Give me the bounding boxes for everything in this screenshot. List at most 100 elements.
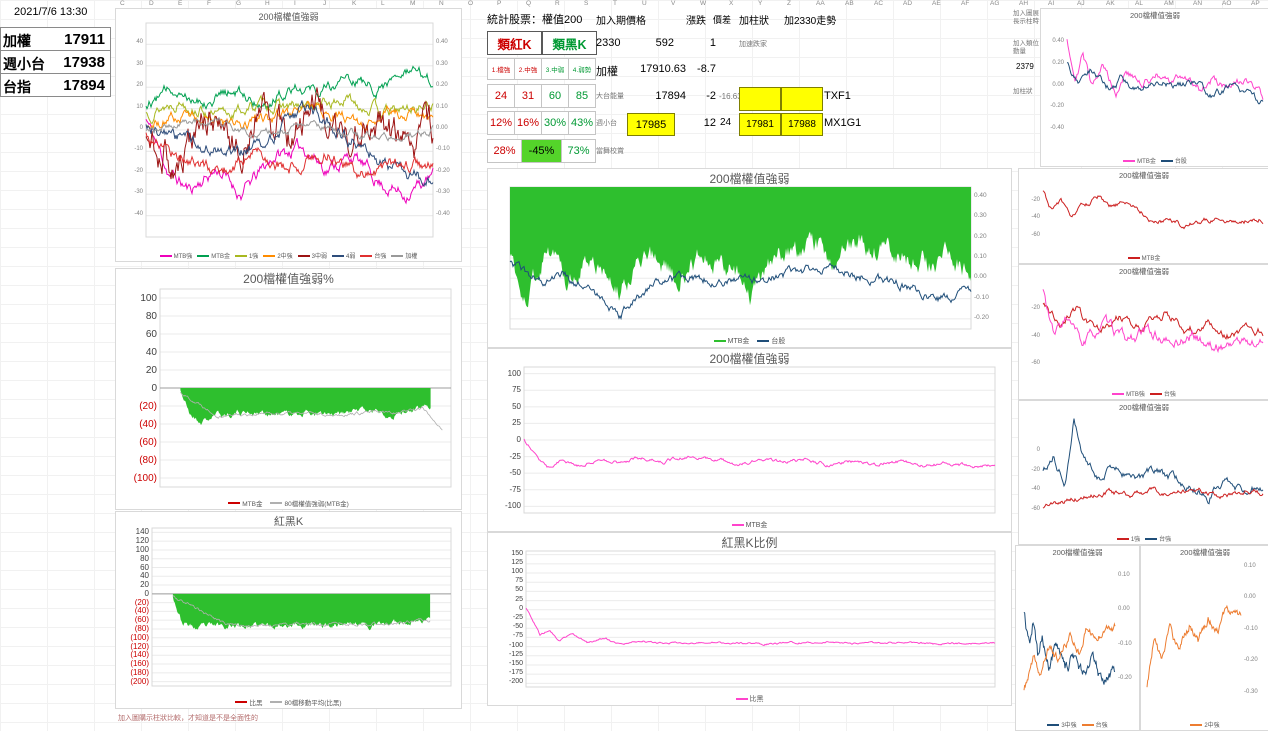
quote-label[interactable]: 台指 (3, 79, 31, 95)
chart-title: 200檔權值強弱 (709, 352, 790, 366)
legend-label: MTB金 (1137, 159, 1156, 165)
legend-item: 1強 (1116, 534, 1141, 543)
count-cell-3[interactable]: 60 (541, 84, 569, 108)
axis-tick: 30 (136, 60, 143, 67)
yellow-input-cell[interactable] (781, 87, 823, 111)
axis-tick: 140 (135, 527, 149, 537)
chart-plot (1042, 289, 1264, 354)
chart-legend: MTB金 台股 (488, 336, 1011, 346)
cell-futures-price[interactable]: 17894 (655, 90, 686, 102)
column-letter: AM (1164, 0, 1174, 7)
axis-tick: (200) (130, 676, 149, 686)
chart-title: 紅黑K (273, 516, 304, 528)
quote-panel: 加權 17911 週小台 17938 台指 17894 (0, 27, 111, 97)
axis-tick: (140) (130, 650, 149, 660)
legend-label: MTB金 (242, 501, 263, 508)
axis-tick: -150 (508, 659, 523, 667)
legend-label: MTB金 (727, 338, 750, 345)
legend-item: 台強 (1145, 534, 1171, 543)
cell-futures-change[interactable]: -2 (706, 90, 716, 102)
legend-swatch (1190, 723, 1203, 726)
cell-stock-code[interactable]: 2330 (596, 37, 621, 49)
legend-item: 4弱 (332, 251, 355, 260)
note-bottom-left: 加入圖購示柱狀比較，才知道是不是全面性的 (118, 715, 258, 722)
axis-tick: 60 (145, 329, 157, 340)
chart-legend: 3中強 台強 (1016, 720, 1139, 729)
legend-label: 2中強 (1204, 723, 1220, 729)
legend-item: MTB金 (1123, 156, 1156, 165)
axis-tick: 0.10 (1118, 571, 1130, 578)
chart-mini-2: 200檔權值強弱 -20 -40 -60 MTB金 (1018, 168, 1268, 264)
axis-tick: -0.20 (1118, 675, 1132, 682)
cell-stock-change[interactable]: 1 (709, 37, 716, 49)
cell-mini-price[interactable]: 17985 (627, 113, 675, 136)
column-letter: AL (1135, 0, 1143, 7)
class-red-cell[interactable]: 類紅K (487, 31, 542, 55)
cell-index-price[interactable]: 17910.63 (640, 63, 686, 75)
quote-value-cell[interactable]: 17894 (63, 77, 105, 94)
cell-ask[interactable]: 17988 (781, 113, 823, 136)
legend-label: 80檔權值強弱(MTB金) (284, 501, 349, 508)
chart-legend: MTB金 台股 (1041, 156, 1268, 165)
summary-cell-1[interactable]: 28% (487, 139, 522, 163)
axis-tick: -30 (134, 189, 143, 196)
pct-cell-4[interactable]: 43% (568, 111, 596, 135)
quote-value-cell[interactable]: 17911 (64, 31, 105, 48)
yellow-input-cell[interactable] (739, 87, 781, 111)
axis-tick: 0.10 (974, 253, 987, 260)
axis-tick: -10 (134, 146, 143, 153)
axis-tick: (160) (130, 659, 149, 669)
cell-index-name[interactable]: 加權 (596, 66, 618, 78)
chart-title: 200檔權值強弱 (1118, 267, 1169, 276)
column-letter: C (120, 0, 125, 7)
column-letter: K (352, 0, 357, 7)
legend-label: 1強 (1130, 537, 1141, 543)
quote-label[interactable]: 加權 (3, 33, 31, 49)
axis-tick: (100) (133, 473, 157, 484)
legend-item: 加權 (391, 251, 417, 260)
axis-tick: (80) (139, 455, 157, 466)
quote-value-cell[interactable]: 17938 (63, 54, 105, 71)
axis-tick: -25 (512, 614, 523, 621)
axis-tick: -50 (512, 623, 523, 631)
summary-cell-3[interactable]: 73% (561, 139, 596, 163)
cell-bid[interactable]: 17981 (739, 113, 781, 136)
cell-index-change[interactable]: -8.7 (697, 63, 716, 75)
legend-swatch (332, 254, 344, 257)
axis-tick: 0 (1036, 446, 1040, 453)
cell-stock-price[interactable]: 592 (655, 37, 674, 49)
pct-cell-2[interactable]: 16% (514, 111, 542, 135)
chart-legend: MTB金 (488, 520, 1011, 530)
count-cell-2[interactable]: 31 (514, 84, 542, 108)
legend-label: 3中弱 (311, 254, 327, 260)
legend-label: 2中強 (277, 254, 293, 260)
axis-tick: -100 (508, 641, 523, 649)
cell-symbol-mxig: MX1G1 (824, 117, 862, 129)
axis-tick: -20 (1031, 305, 1040, 312)
quote-label[interactable]: 週小台 (3, 56, 45, 72)
cell-mini-name: 週小台 (596, 120, 617, 127)
legend-item: 80檔權值強弱(MTB金) (270, 498, 349, 508)
column-letter: Q (526, 0, 532, 7)
chart-mini-1: 200檔權值強弱 0.40 0.20 0.00 -0.20 -0.40 MTB金 台股 (1040, 8, 1268, 167)
axis-tick: 0.40 (1052, 37, 1064, 44)
cell-mini-change[interactable]: 12 (703, 117, 716, 129)
cell-mini-spread[interactable]: 24 (720, 117, 732, 128)
axis-tick: 0.30 (974, 212, 987, 220)
pct-cell-3[interactable]: 30% (541, 111, 569, 135)
summary-cell-2[interactable]: -45% (521, 139, 562, 163)
axis-tick: (20) (134, 597, 149, 607)
count-cell-1[interactable]: 24 (487, 84, 515, 108)
count-cell-4[interactable]: 85 (568, 84, 596, 108)
pct-cell-1[interactable]: 12% (487, 111, 515, 135)
axis-tick: (60) (134, 615, 149, 625)
legend-item: 台強 (1149, 389, 1176, 398)
class-black-cell[interactable]: 類黑K (542, 31, 597, 55)
stats-title: 統計股票：權值200 (487, 14, 583, 26)
legend-item: 2中強 (1190, 720, 1220, 729)
header-change: 漲跌 (686, 16, 706, 27)
legend-label: MTB金 (211, 254, 230, 260)
axis-tick: 0.00 (1052, 81, 1064, 88)
cell-futures-spread: -16.63 (719, 92, 742, 101)
axis-tick: -60 (1031, 231, 1040, 238)
